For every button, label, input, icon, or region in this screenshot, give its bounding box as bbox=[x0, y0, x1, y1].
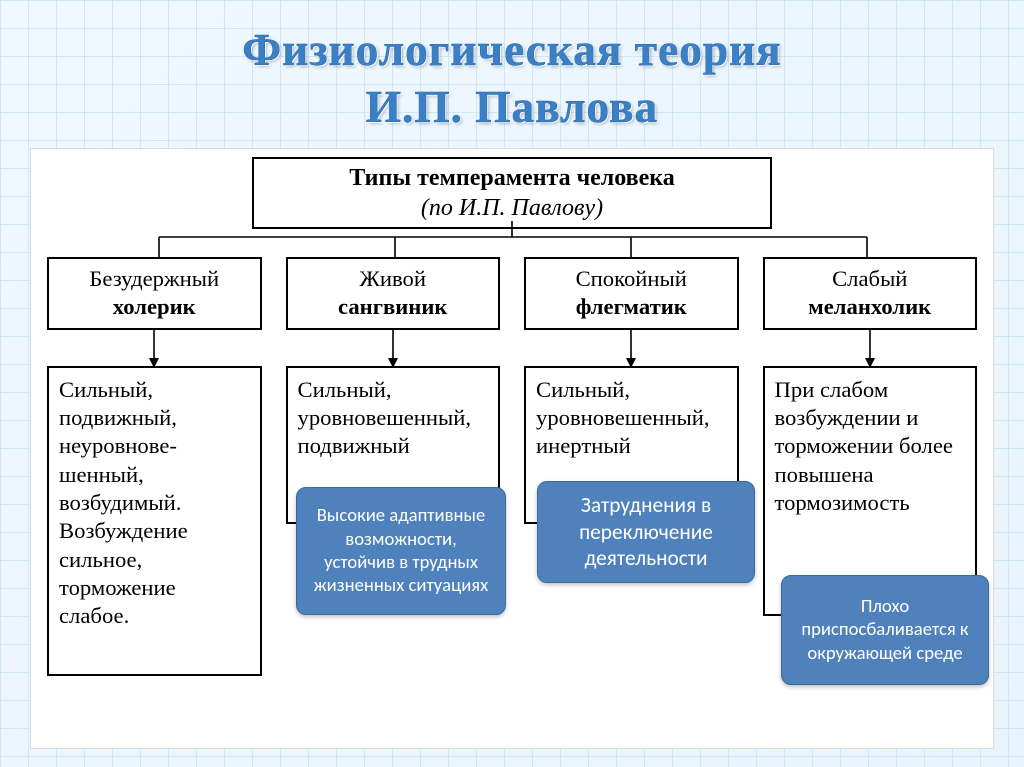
type-box-phlegmatic: Спокойный флегматик bbox=[524, 257, 739, 330]
slide-title: Физиологическая теория И.П. Павлова bbox=[0, 0, 1024, 135]
title-line1: Физиологическая теория bbox=[242, 22, 781, 79]
type-adjective: Живой bbox=[292, 265, 495, 293]
arrow-down-icon bbox=[524, 330, 739, 366]
diagram-panel: Типы темперамента человека (по И.П. Павл… bbox=[30, 148, 994, 749]
type-name: холерик bbox=[53, 293, 256, 321]
type-adjective: Безудержный bbox=[53, 265, 256, 293]
column-choleric: Безудержный холерик Сильный, подвижный, … bbox=[47, 257, 262, 738]
type-adjective: Спокойный bbox=[530, 265, 733, 293]
type-box-choleric: Безудержный холерик bbox=[47, 257, 262, 330]
type-box-sanguine: Живой сангвиник bbox=[286, 257, 501, 330]
root-line2: (по И.П. Павлову) bbox=[260, 193, 764, 223]
arrow-down-icon bbox=[47, 330, 262, 366]
root-box: Типы темперамента человека (по И.П. Павл… bbox=[252, 157, 772, 229]
description-choleric: Сильный, подвижный, неуровнове­шенный, в… bbox=[47, 366, 262, 676]
title-line2: И.П. Павлова bbox=[366, 79, 658, 136]
arrow-down-icon bbox=[286, 330, 501, 366]
type-name: сангвиник bbox=[292, 293, 495, 321]
type-name: флегматик bbox=[530, 293, 733, 321]
root-line1: Типы темперамента человека bbox=[260, 163, 764, 193]
callout-phlegmatic: Затруднения в переключение деятельности bbox=[537, 481, 755, 583]
arrow-down-icon bbox=[763, 330, 978, 366]
callout-melancholic: Плохо приспосбаливается к окружающей сре… bbox=[781, 575, 989, 685]
type-name: меланхолик bbox=[769, 293, 972, 321]
type-adjective: Слабый bbox=[769, 265, 972, 293]
type-box-melancholic: Слабый меланхолик bbox=[763, 257, 978, 330]
callout-sanguine: Высокие адаптивные возможности, устойчив… bbox=[296, 487, 506, 615]
